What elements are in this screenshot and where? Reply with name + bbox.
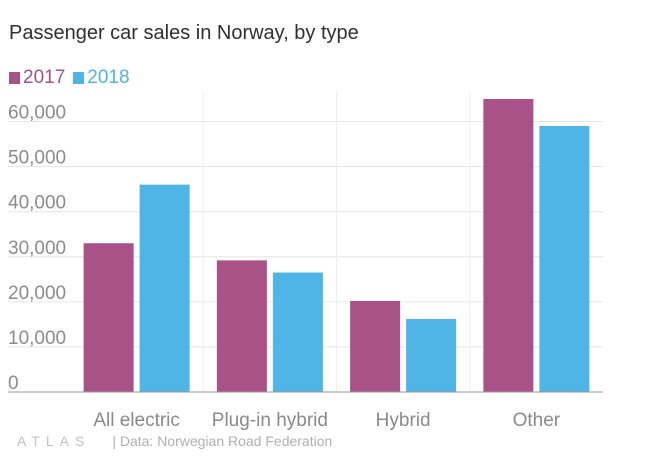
y-tick-label: 60,000 <box>8 103 66 124</box>
bar-2018-hybrid <box>406 318 457 392</box>
y-tick-label: 0 <box>8 373 19 394</box>
legend-item-2018: 2018 <box>73 66 130 90</box>
legend: 2017 2018 <box>9 66 138 90</box>
chart-title: Passenger car sales in Norway, by type <box>9 22 359 44</box>
x-tick-label: Other <box>513 410 561 431</box>
footer: ATLAS | Data: Norwegian Road Federation <box>17 433 332 449</box>
legend-item-2017: 2017 <box>9 66 65 90</box>
x-tick-label: Hybrid <box>376 410 431 431</box>
bar-2017-hybrid <box>350 300 401 392</box>
atlas-logo: ATLAS <box>17 433 91 449</box>
bar-2017-other <box>483 99 534 392</box>
legend-label-2018: 2018 <box>87 67 130 88</box>
y-tick-label: 10,000 <box>8 328 66 349</box>
legend-swatch-2018 <box>73 72 85 84</box>
bar-2017-plug-in-hybrid <box>216 260 267 392</box>
legend-swatch-2017 <box>9 72 20 84</box>
data-source: | Data: Norwegian Road Federation <box>112 433 333 449</box>
bar-2018-other <box>539 126 590 393</box>
legend-label-2017: 2017 <box>23 67 66 88</box>
bar-2018-all-electric <box>139 184 190 392</box>
bar-2017-all-electric <box>83 243 134 392</box>
x-tick-label: All electric <box>93 410 180 431</box>
y-tick-label: 50,000 <box>8 148 66 169</box>
y-tick-label: 20,000 <box>8 283 66 304</box>
y-tick-label: 40,000 <box>8 193 66 214</box>
bar-2018-plug-in-hybrid <box>272 272 323 392</box>
x-tick-label: Plug-in hybrid <box>212 410 328 431</box>
y-tick-label: 30,000 <box>8 238 66 259</box>
